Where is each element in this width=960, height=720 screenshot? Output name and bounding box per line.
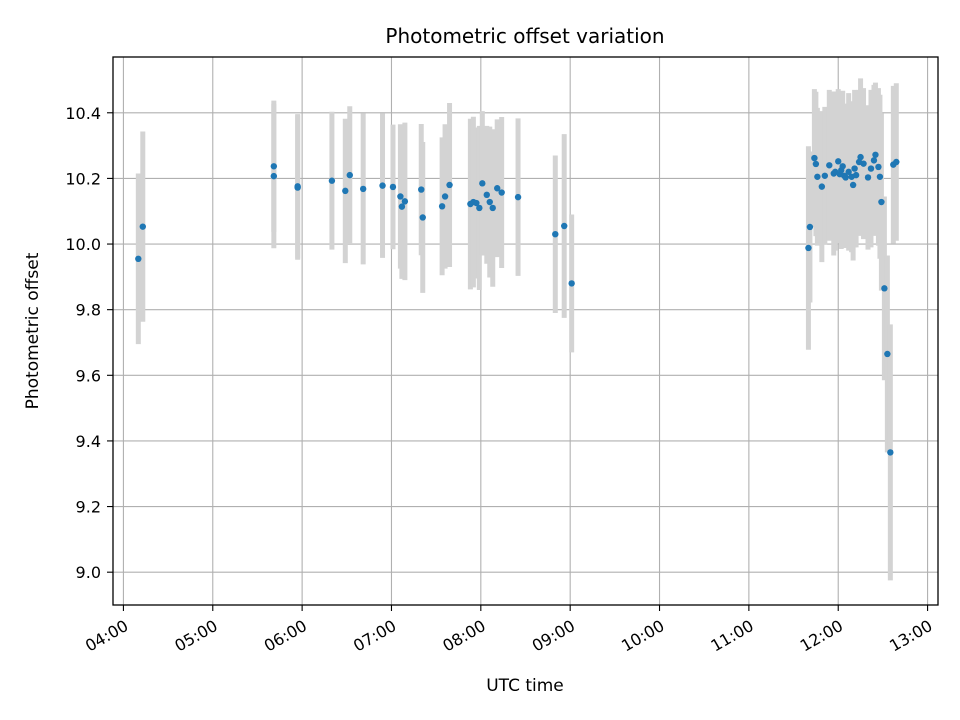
y-tick-label: 10.4 bbox=[65, 104, 101, 123]
data-point bbox=[851, 165, 858, 172]
data-point bbox=[842, 174, 849, 181]
data-point bbox=[870, 157, 878, 164]
data-point bbox=[821, 172, 829, 179]
chart-title: Photometric offset variation bbox=[385, 24, 664, 48]
data-point bbox=[561, 222, 568, 230]
data-point bbox=[479, 180, 486, 187]
data-point bbox=[814, 173, 821, 180]
data-point bbox=[379, 182, 386, 189]
data-point bbox=[875, 163, 882, 171]
data-point bbox=[498, 189, 505, 196]
data-point bbox=[346, 171, 353, 179]
data-point bbox=[839, 163, 846, 170]
data-point bbox=[857, 153, 864, 161]
x-axis-label: UTC time bbox=[486, 676, 564, 696]
plot-frame bbox=[112, 56, 939, 606]
data-point bbox=[397, 193, 404, 200]
y-tick-label: 9.6 bbox=[76, 366, 101, 385]
data-point bbox=[881, 285, 888, 292]
data-point bbox=[270, 163, 278, 170]
data-point bbox=[849, 181, 857, 189]
data-point bbox=[845, 168, 852, 176]
data-point bbox=[514, 193, 522, 201]
data-point bbox=[805, 244, 812, 252]
data-point bbox=[476, 204, 483, 212]
data-point bbox=[473, 199, 480, 207]
y-tick-label: 9.4 bbox=[76, 432, 101, 451]
data-point bbox=[811, 154, 818, 162]
data-point bbox=[852, 171, 860, 179]
data-point bbox=[806, 223, 814, 231]
y-axis-ticks: 9.0 9.2 9.4 9.6 9.8 10.0 10.2 10.4 bbox=[65, 104, 113, 582]
data-point bbox=[812, 160, 820, 168]
data-point bbox=[270, 172, 278, 180]
data-point bbox=[489, 204, 496, 212]
data-point bbox=[139, 223, 146, 230]
data-points bbox=[135, 151, 900, 456]
data-point bbox=[876, 173, 884, 180]
data-point bbox=[398, 203, 406, 210]
data-point bbox=[486, 198, 493, 206]
y-tick-label: 9.0 bbox=[76, 563, 101, 582]
data-point bbox=[568, 280, 575, 287]
y-tick-label: 9.8 bbox=[76, 301, 101, 320]
y-tick-label: 10.0 bbox=[65, 235, 101, 254]
y-tick-label: 10.2 bbox=[65, 169, 101, 188]
data-point bbox=[864, 174, 872, 181]
data-point bbox=[438, 203, 446, 210]
data-point bbox=[328, 177, 336, 184]
data-point bbox=[872, 151, 879, 158]
data-point bbox=[441, 193, 449, 200]
data-point bbox=[552, 230, 559, 238]
data-point bbox=[359, 185, 367, 193]
data-point bbox=[818, 183, 826, 190]
data-point bbox=[878, 198, 885, 206]
data-point bbox=[893, 158, 900, 166]
data-point bbox=[389, 183, 397, 191]
data-point bbox=[884, 350, 891, 358]
data-point bbox=[826, 162, 833, 169]
data-point bbox=[401, 198, 409, 205]
data-point bbox=[446, 181, 453, 189]
y-tick-label: 9.2 bbox=[76, 498, 101, 517]
data-point bbox=[135, 255, 142, 263]
data-point bbox=[867, 165, 875, 172]
data-point bbox=[887, 449, 894, 456]
data-point bbox=[494, 185, 501, 192]
data-point bbox=[419, 214, 426, 221]
y-axis-label: Photometric offset bbox=[23, 252, 43, 409]
data-point bbox=[483, 191, 490, 199]
data-point bbox=[294, 183, 301, 190]
data-point bbox=[418, 186, 425, 193]
data-point bbox=[342, 187, 349, 195]
data-point bbox=[835, 158, 842, 165]
data-point bbox=[860, 160, 867, 167]
